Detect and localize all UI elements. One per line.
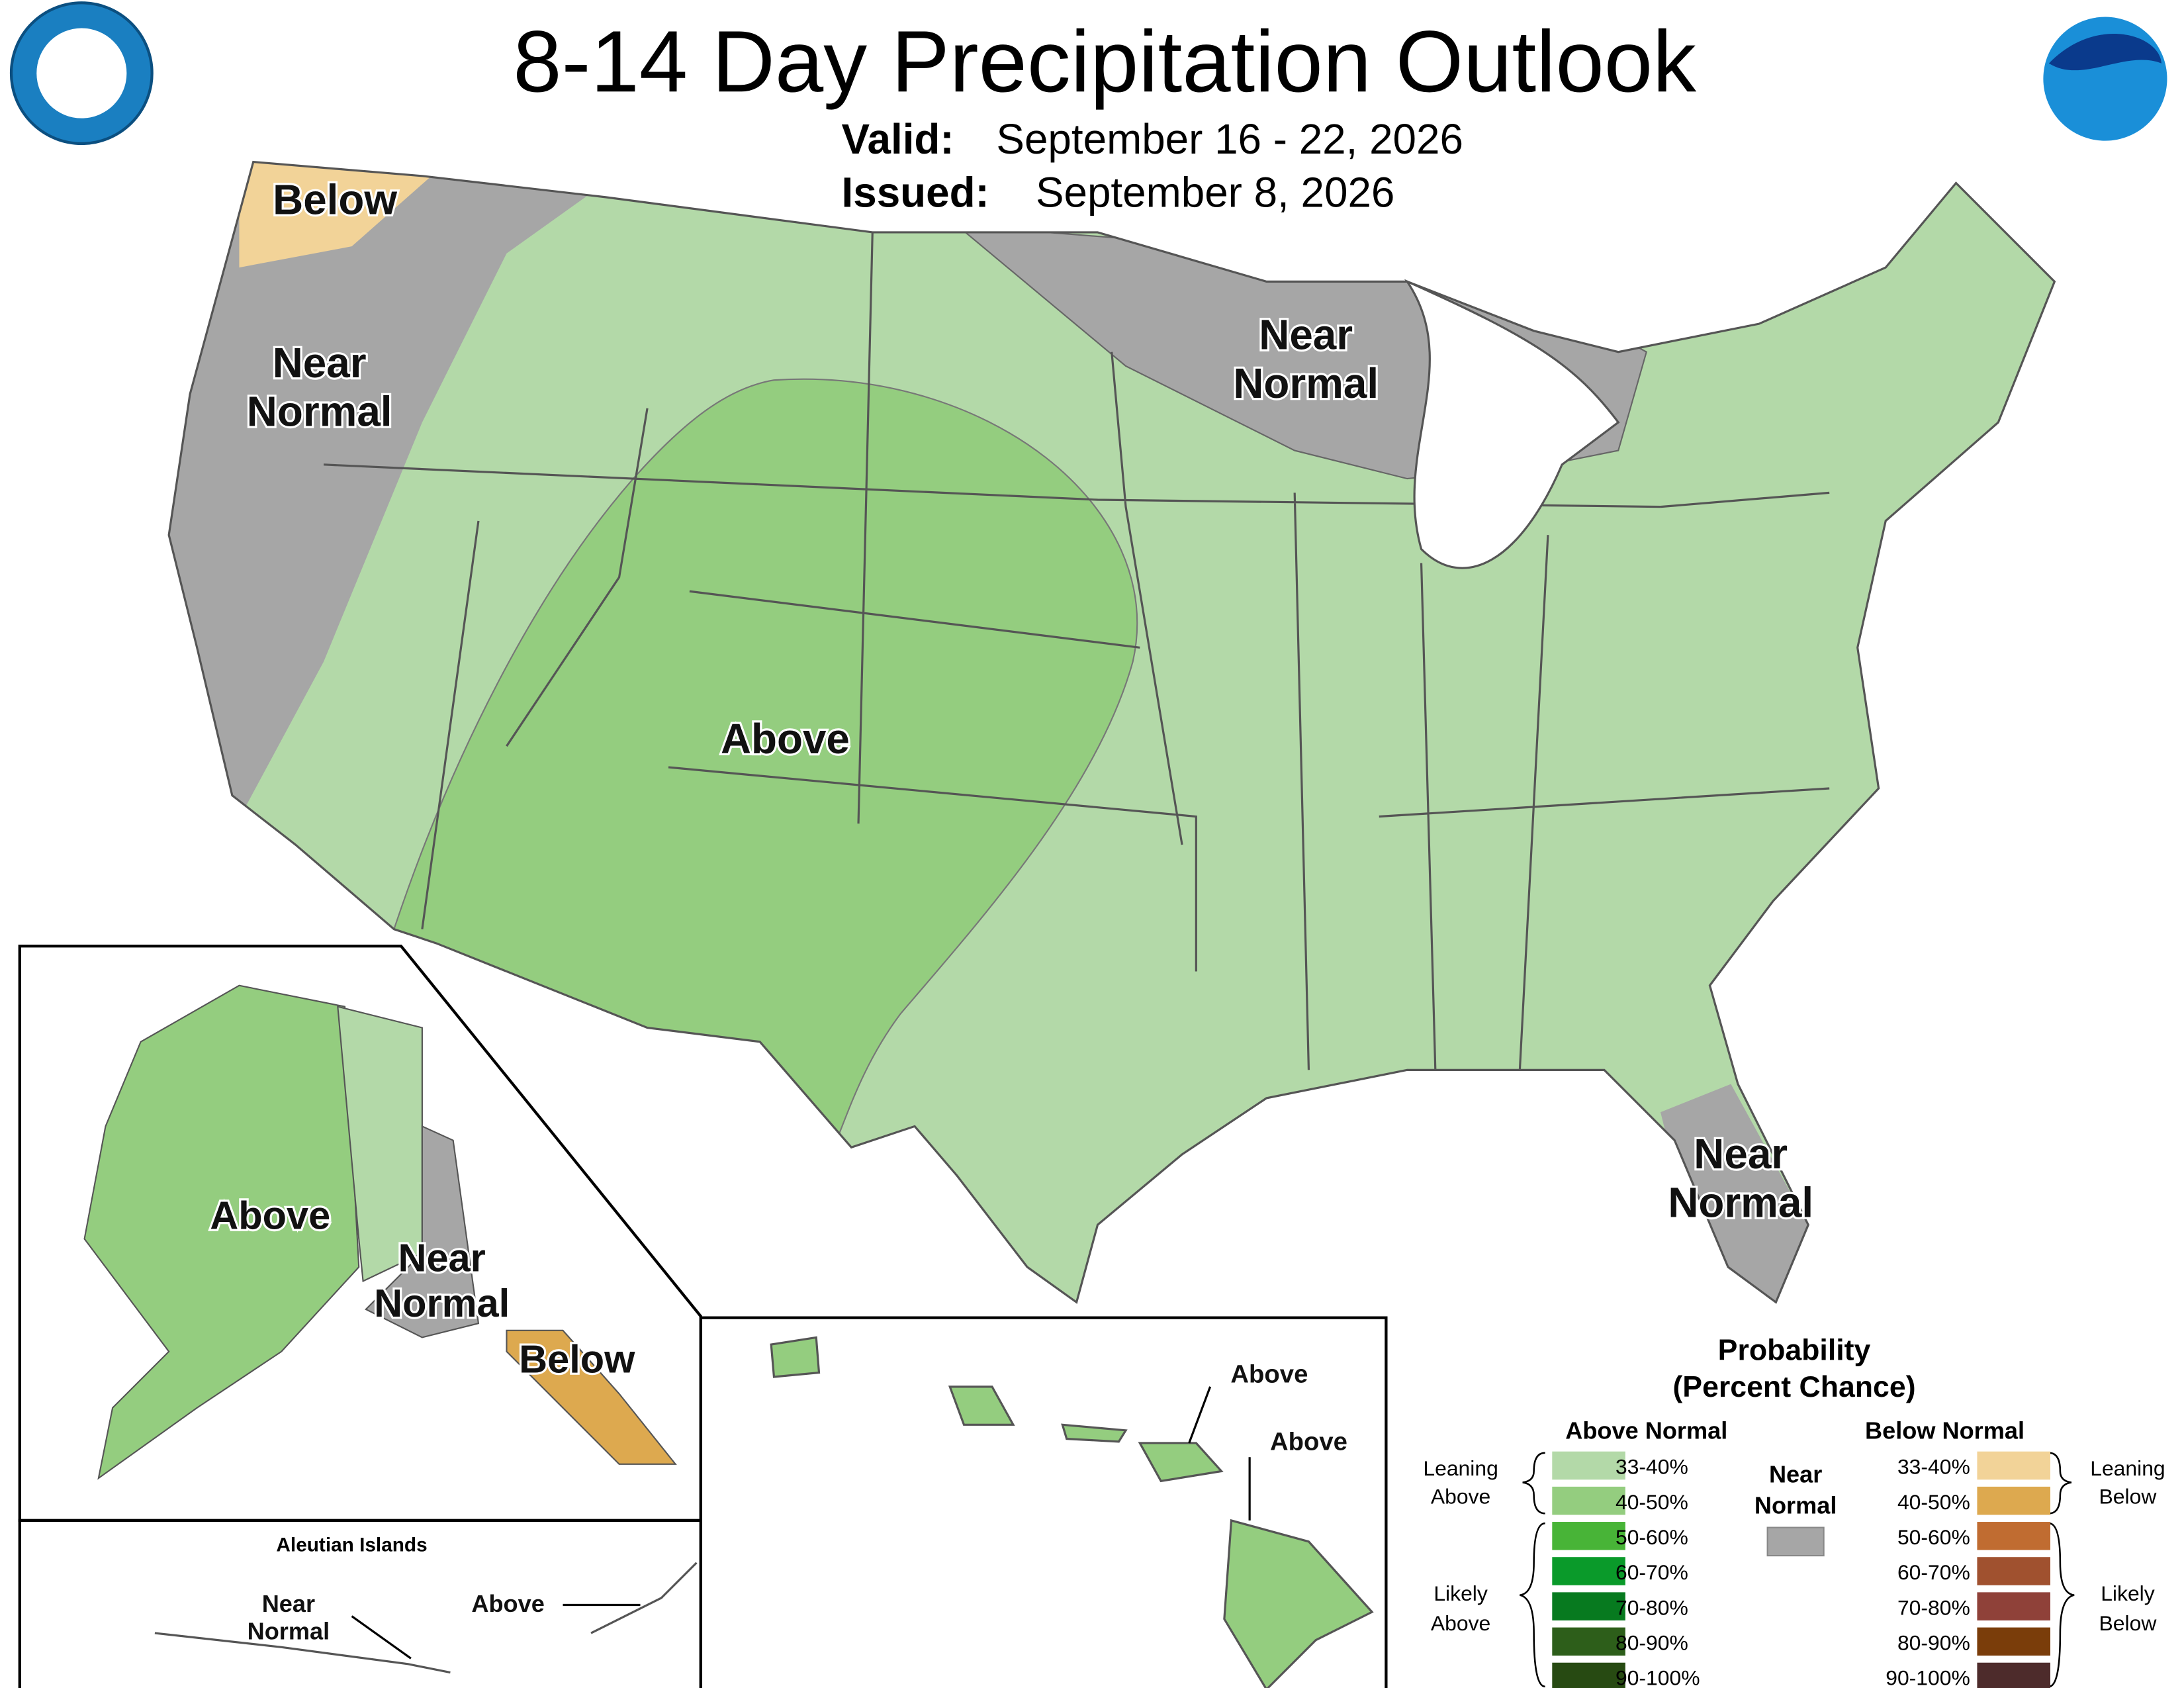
legend-group-label: Below [2099,1611,2158,1635]
noaa-logo-top [2048,34,2161,71]
valid-dates: September 16 - 22, 2026 [996,115,1463,163]
legend-group-label: Leaning [2090,1456,2165,1480]
legend-swatch [1552,1627,1625,1656]
legend-item-label: 40-50% [1897,1490,1970,1514]
state-lines [323,232,1830,1070]
hawaii-label: Above [1270,1428,1347,1456]
alaska-below [506,1329,677,1465]
hawaii-islands [770,1336,1374,1688]
hawaii-label: Above [1230,1360,1308,1388]
legend-item-label: 40-50% [1615,1490,1688,1514]
legend-swatch [1552,1592,1625,1620]
alaska-label: Below [519,1337,635,1382]
region-label: Normal [247,387,392,435]
alaska-label: Near [398,1235,485,1280]
alaska-leaning [337,1006,423,1282]
legend-subtitle: (Percent Chance) [1672,1371,1915,1403]
region-label: Near [1259,310,1353,358]
legend-swatch [1977,1451,2051,1480]
aleutian-label: Near [262,1590,315,1617]
legend-item-label: 33-40% [1615,1455,1688,1479]
legend-below-heading: Below Normal [1865,1417,2025,1444]
legend-item-label: 33-40% [1897,1455,1970,1479]
alaska-label: Above [210,1194,330,1238]
alaska-label: Normal [374,1281,510,1325]
legend-item-label: 50-60% [1897,1525,1970,1549]
legend-title: Probability [1718,1334,1871,1366]
legend-group-label: Above [1431,1484,1490,1508]
aleutian-islands [154,1562,698,1674]
commerce-logo-inner [36,28,127,118]
legend-swatch [1552,1522,1625,1550]
alaska-above [83,984,360,1480]
region-label: Below [273,175,397,223]
issued-label: Issued: [842,169,989,216]
legend-item-label: 80-90% [1897,1631,1970,1655]
near-normal-florida [1661,1084,1809,1303]
legend-group-label: Above [1431,1611,1490,1635]
legend-swatch [1977,1522,2051,1550]
legend-item-label: 90-100% [1886,1666,1970,1688]
issued-date: September 8, 2026 [1036,169,1394,216]
region-label: Near [273,339,367,387]
great-lakes [1404,279,1620,569]
legend-item-label: 80-90% [1615,1631,1688,1655]
legend-swatch [1977,1486,2051,1515]
region-label: Normal [1668,1179,1813,1227]
legend-swatch [1977,1592,2051,1620]
alaska-near-normal [365,1125,480,1338]
legend-item-label: 90-100% [1615,1666,1700,1688]
legend-swatch [1552,1662,1625,1688]
legend-group-label: Below [2099,1484,2158,1508]
legend-item-label: 70-80% [1897,1595,1970,1619]
legend-item-label: 60-70% [1897,1560,1970,1584]
legend-swatch [1977,1662,2051,1688]
legend-swatch [1552,1486,1625,1515]
legend-above-heading: Above Normal [1565,1417,1727,1444]
legend-swatch [1552,1451,1625,1480]
aleutian-title: Aleutian Islands [276,1534,427,1556]
legend-near-swatch [1766,1526,1825,1557]
leader-lines [1188,1386,1251,1521]
legend-item-label: 50-60% [1615,1525,1688,1549]
aleutian-label: Above [471,1590,544,1617]
legend-near-heading: Near [1769,1460,1822,1487]
legend-item-label: 70-80% [1615,1595,1688,1619]
legend-group-label: Likely [2101,1581,2155,1605]
leader-lines [351,1603,641,1660]
legend-braces [1520,1452,2075,1688]
region-label: Above [721,715,850,763]
aleutian-label: Normal [248,1618,330,1645]
legend-item-label: 60-70% [1615,1560,1688,1584]
region-label: Normal [1233,359,1379,407]
legend-group-label: Leaning [1423,1456,1498,1480]
legend-near-heading: Normal [1754,1491,1837,1519]
legend-swatch [1977,1627,2051,1656]
region-label: Near [1694,1130,1788,1178]
title: 8-14 Day Precipitation Outlook [513,13,1697,110]
valid-label: Valid: [842,115,954,163]
legend-swatch [1977,1557,2051,1585]
likely-above-area [393,378,1138,1156]
near-normal-west [169,162,606,845]
legend-group-label: Likely [1433,1581,1488,1605]
legend-swatch [1552,1557,1625,1585]
